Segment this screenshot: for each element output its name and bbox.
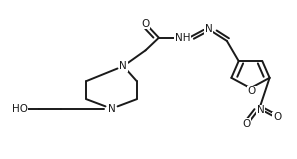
Text: N: N [108, 104, 116, 114]
Text: NH: NH [175, 33, 190, 43]
Text: O: O [141, 19, 150, 29]
Text: N: N [205, 24, 212, 34]
Text: N: N [119, 61, 127, 71]
Text: HO: HO [12, 104, 28, 114]
Text: O: O [248, 86, 256, 96]
Text: N: N [257, 105, 265, 115]
Text: O: O [273, 112, 281, 122]
Text: O: O [242, 119, 250, 129]
